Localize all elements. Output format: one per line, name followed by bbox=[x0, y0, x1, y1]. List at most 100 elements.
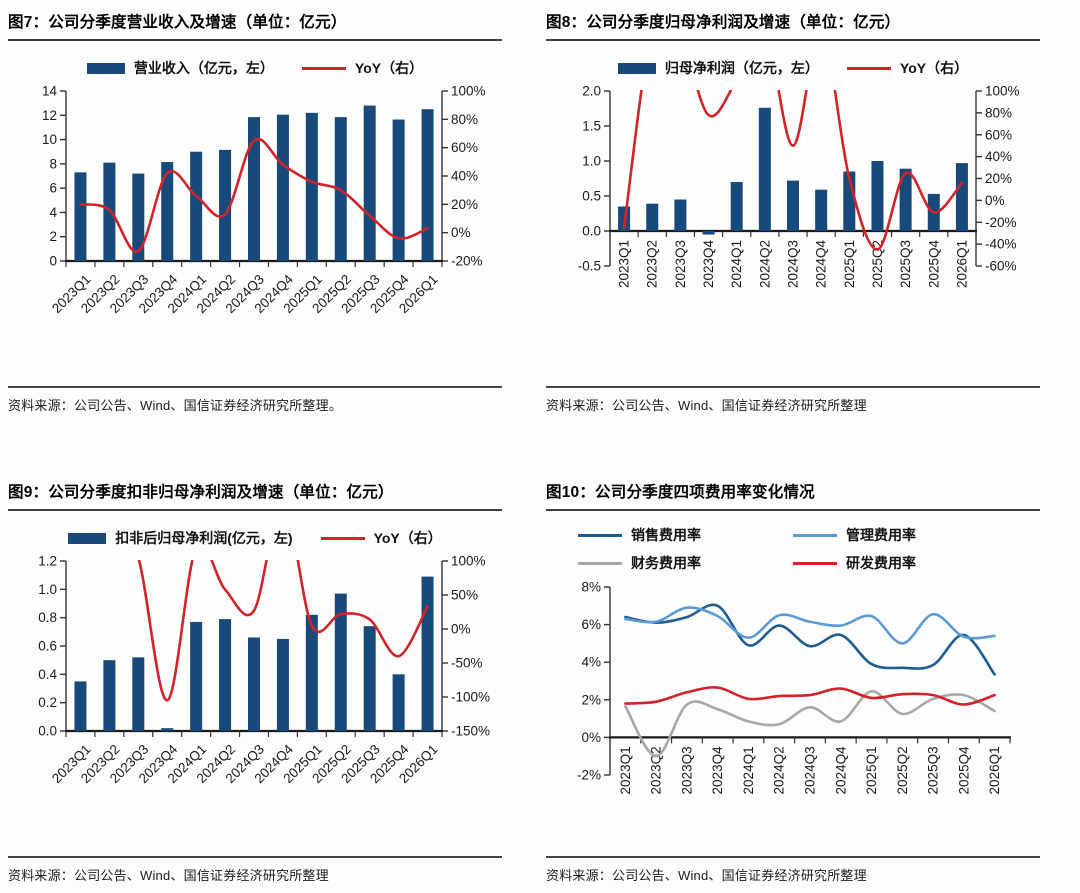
legend-label: 扣非后归母净利润(亿元，左) bbox=[115, 530, 293, 546]
figure-7-title: 图7：公司分季度营业收入及增速（单位：亿元） bbox=[8, 8, 502, 41]
legend-item: 财务费用率 bbox=[578, 553, 793, 573]
svg-text:-2%: -2% bbox=[577, 768, 601, 783]
svg-text:80%: 80% bbox=[451, 112, 478, 127]
svg-text:2025Q4: 2025Q4 bbox=[956, 746, 971, 795]
figure-7-bar-line-chart: 02468101214-20%0%20%40%60%80%100%2023Q12… bbox=[42, 84, 486, 317]
svg-text:8%: 8% bbox=[581, 580, 601, 595]
figure-10-line-chart: -2% 0% 2% 4% 6% 8% 2023Q1 2023Q2 2023Q3 2023Q4 202… bbox=[577, 580, 1011, 795]
legend-label: YoY（右） bbox=[899, 60, 969, 76]
svg-text:6: 6 bbox=[49, 181, 57, 196]
svg-text:2%: 2% bbox=[581, 692, 601, 707]
svg-text:2023Q2: 2023Q2 bbox=[645, 240, 660, 288]
svg-text:0.5: 0.5 bbox=[582, 189, 601, 204]
svg-text:-60%: -60% bbox=[985, 259, 1017, 274]
source-note: 资料来源：公司公告、Wind、国信证券经济研究所整理 bbox=[8, 868, 329, 883]
legend-bar-swatch bbox=[617, 62, 656, 74]
legend-line-swatch bbox=[793, 561, 837, 565]
svg-text:2024Q2: 2024Q2 bbox=[757, 240, 772, 288]
legend-label: YoY（右） bbox=[354, 60, 424, 76]
figure-9-bar-line-chart: 0.0 0.2 0.4 0.6 0.8 1.0 1.2 -150% -100% -50% 0% 50%… bbox=[38, 554, 490, 787]
figure-10-footer: 资料来源：公司公告、Wind、国信证券经济研究所整理 bbox=[546, 856, 1040, 884]
svg-text:2023Q4: 2023Q4 bbox=[701, 240, 716, 289]
svg-text:12: 12 bbox=[42, 108, 57, 123]
svg-text:6%: 6% bbox=[581, 617, 601, 632]
legend-line-swatch bbox=[846, 66, 891, 70]
svg-text:2024Q3: 2024Q3 bbox=[803, 746, 818, 794]
figure-10-legend: 销售费用率 管理费用率财务费用率 研发费用率 bbox=[546, 525, 1040, 573]
legend-label: 销售费用率 bbox=[631, 527, 701, 543]
svg-text:0: 0 bbox=[49, 254, 57, 269]
legend-label: 财务费用率 bbox=[631, 555, 701, 571]
legend-item: 研发费用率 bbox=[793, 553, 1008, 573]
legend-label: 归母净利润（亿元，左） bbox=[664, 60, 819, 76]
svg-text:2025Q4: 2025Q4 bbox=[926, 240, 941, 289]
svg-text:2.0: 2.0 bbox=[582, 84, 601, 99]
svg-text:2026Q1: 2026Q1 bbox=[987, 746, 1002, 794]
svg-text:0.4: 0.4 bbox=[38, 667, 57, 682]
figure-7-panel: 图7：公司分季度营业收入及增速（单位：亿元） 营业收入（亿元，左） YoY（右） … bbox=[8, 8, 502, 414]
svg-text:-100%: -100% bbox=[451, 690, 490, 705]
source-note: 资料来源：公司公告、Wind、国信证券经济研究所整理 bbox=[546, 398, 867, 413]
svg-text:1.0: 1.0 bbox=[38, 582, 57, 597]
legend-label: 营业收入（亿元，左） bbox=[133, 60, 274, 76]
svg-text:0.6: 0.6 bbox=[38, 639, 57, 654]
svg-text:2025Q2: 2025Q2 bbox=[895, 746, 910, 794]
svg-text:0%: 0% bbox=[451, 225, 471, 240]
svg-text:2025Q1: 2025Q1 bbox=[864, 746, 879, 794]
svg-text:0%: 0% bbox=[581, 730, 601, 745]
figure-7-legend: 营业收入（亿元，左） YoY（右） bbox=[8, 57, 502, 79]
svg-text:0.2: 0.2 bbox=[38, 695, 57, 710]
svg-text:1.2: 1.2 bbox=[38, 554, 57, 569]
svg-text:0.0: 0.0 bbox=[38, 724, 57, 739]
svg-text:-150%: -150% bbox=[451, 724, 490, 739]
legend-item: YoY（右） bbox=[320, 528, 442, 548]
svg-text:2: 2 bbox=[49, 229, 57, 244]
legend-item: 营业收入（亿元，左） bbox=[86, 58, 274, 78]
legend-line-swatch bbox=[578, 533, 622, 537]
svg-text:2023Q3: 2023Q3 bbox=[679, 746, 694, 794]
svg-text:100%: 100% bbox=[985, 84, 1020, 99]
svg-text:10: 10 bbox=[42, 132, 57, 147]
legend-item: YoY（右） bbox=[301, 58, 424, 78]
figure-8-footer: 资料来源：公司公告、Wind、国信证券经济研究所整理 bbox=[546, 386, 1040, 414]
legend-item: 归母净利润（亿元，左） bbox=[617, 58, 819, 78]
figure-8-panel: 图8：公司分季度归母净利润及增速（单位：亿元） 归母净利润（亿元，左） YoY（右… bbox=[546, 8, 1040, 414]
svg-text:2023Q3: 2023Q3 bbox=[673, 240, 688, 288]
svg-text:2024Q4: 2024Q4 bbox=[814, 240, 829, 289]
figure-9-title: 图9：公司分季度扣非归母净利润及增速（单位：亿元） bbox=[8, 478, 502, 511]
svg-text:20%: 20% bbox=[451, 197, 478, 212]
svg-text:1.0: 1.0 bbox=[582, 154, 601, 169]
figure-7-footer: 资料来源：公司公告、Wind、国信证券经济研究所整理。 bbox=[8, 386, 502, 414]
source-note: 资料来源：公司公告、Wind、国信证券经济研究所整理。 bbox=[8, 398, 343, 413]
figure-9-panel: 图9：公司分季度扣非归母净利润及增速（单位：亿元） 扣非后归母净利润(亿元，左)… bbox=[8, 478, 502, 884]
svg-text:2026Q1: 2026Q1 bbox=[954, 240, 969, 288]
legend-bar-swatch bbox=[68, 532, 107, 544]
figure-8-legend: 归母净利润（亿元，左） YoY（右） bbox=[546, 57, 1040, 79]
svg-text:1.5: 1.5 bbox=[582, 119, 601, 134]
legend-label: 管理费用率 bbox=[846, 527, 916, 543]
legend-label: YoY（右） bbox=[373, 530, 442, 546]
legend-line-swatch bbox=[793, 533, 837, 537]
legend-item: 管理费用率 bbox=[793, 525, 1008, 545]
svg-text:40%: 40% bbox=[451, 169, 478, 184]
svg-text:0.8: 0.8 bbox=[38, 610, 57, 625]
source-note: 资料来源：公司公告、Wind、国信证券经济研究所整理 bbox=[546, 868, 867, 883]
figure-9-legend: 扣非后归母净利润(亿元，左) YoY（右） bbox=[8, 527, 502, 549]
svg-text:-0.5: -0.5 bbox=[578, 259, 601, 274]
figure-9-footer: 资料来源：公司公告、Wind、国信证券经济研究所整理 bbox=[8, 856, 502, 884]
legend-line-swatch bbox=[320, 536, 365, 540]
legend-bar-swatch bbox=[86, 62, 125, 74]
legend-line-swatch bbox=[578, 561, 622, 565]
svg-text:-20%: -20% bbox=[451, 254, 483, 269]
svg-text:0%: 0% bbox=[451, 622, 471, 637]
svg-text:2025Q3: 2025Q3 bbox=[926, 746, 941, 794]
svg-text:2025Q2: 2025Q2 bbox=[870, 240, 885, 288]
svg-text:2023Q2: 2023Q2 bbox=[649, 746, 664, 794]
legend-item: YoY（右） bbox=[846, 58, 969, 78]
legend-item: 扣非后归母净利润(亿元，左) bbox=[68, 528, 293, 548]
svg-text:4%: 4% bbox=[581, 655, 601, 670]
figure-8-title: 图8：公司分季度归母净利润及增速（单位：亿元） bbox=[546, 8, 1040, 41]
figure-10-title: 图10：公司分季度四项费用率变化情况 bbox=[546, 478, 1040, 511]
svg-text:40%: 40% bbox=[985, 149, 1012, 164]
